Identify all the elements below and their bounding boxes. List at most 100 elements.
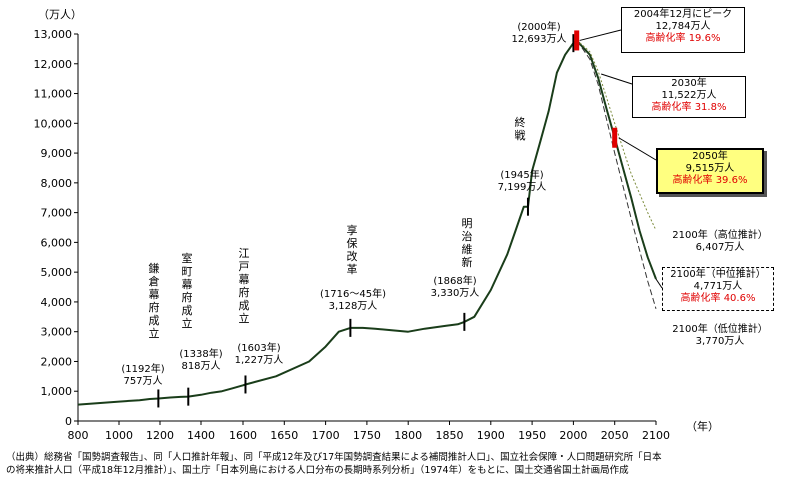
vertical-event-label: 室町幕府成立 (182, 251, 193, 330)
vertical-event-label-char: 立 (239, 311, 250, 325)
x-tick-label: 1750 (353, 429, 381, 442)
callout-leader-line (579, 29, 622, 41)
x-tick-label: 1900 (477, 429, 505, 442)
series-layer (77, 29, 663, 408)
vertical-event-label-char: 成 (182, 304, 193, 317)
label-war-value: 7,199万人 (497, 182, 547, 193)
callout-2050-line1: 2050年 (692, 151, 728, 162)
callout-2050: 2050年 9,515万人 高齢化率 39.6% (656, 148, 764, 194)
y-tick-label: 12,000 (34, 58, 73, 71)
vertical-event-label-char: 町 (182, 265, 193, 278)
vertical-event-label-char: 治 (462, 229, 473, 243)
vertical-event-label-char: 成 (149, 314, 160, 327)
y-tick-label: 13,000 (34, 28, 73, 41)
label-war-year: (1945年) (500, 170, 544, 181)
vertical-event-label-char: 鎌 (149, 261, 160, 275)
series-projection-low-line (576, 40, 657, 309)
source-note-line1: （出典）総務省「国勢調査報告」、同「人口推計年報」、同「平成12年及び17年国勢… (6, 452, 662, 463)
red-marker (574, 30, 580, 51)
y-tick-label: 2,000 (41, 355, 73, 368)
vertical-event-label-char: 保 (347, 236, 358, 250)
callout-2050-line3: 高齢化率 39.6% (672, 175, 748, 186)
callout-leader-line (618, 137, 657, 161)
x-tick-label: 2100 (642, 429, 670, 442)
vertical-event-label-char: 革 (347, 262, 358, 276)
label-kamakura: (1192年) 757万人 (108, 364, 178, 388)
label-muromachi-year: (1338年) (179, 349, 223, 360)
vertical-event-label: 江戸幕府成立 (239, 247, 250, 325)
population-chart: （万人） （年） 0 1,000 2,000 3,000 4,000 5,000 6,000… (34, 8, 720, 442)
y-tick-label: 0 (65, 415, 72, 428)
callout-low: 2100年（低位推計） 3,770万人 (664, 324, 776, 348)
y-tick-label: 4,000 (41, 296, 73, 309)
callout-high: 2100年（高位推計） 6,407万人 (664, 230, 776, 254)
callout-mid-line3: 高齢化率 40.6% (680, 293, 756, 304)
vertical-event-label-char: 幕 (239, 272, 250, 286)
x-axis-unit-label: （年） (686, 419, 719, 433)
vertical-event-label-char: 室 (182, 251, 193, 265)
series-projection-high-line (576, 40, 657, 231)
vertical-event-label-char: 戦 (515, 129, 526, 142)
y-tick-label: 6,000 (41, 236, 73, 249)
label-muromachi-value: 818万人 (181, 361, 221, 372)
y-tick-label: 5,000 (41, 266, 73, 279)
x-tick-label: 1650 (270, 429, 298, 442)
x-tick-label: 1400 (187, 429, 215, 442)
callout-mid: 2100年（中位推計） 4,771万人 高齢化率 40.6% (662, 267, 774, 311)
vertical-event-label-char: 成 (239, 299, 250, 312)
callout-peak-line3: 高齢化率 19.6% (645, 33, 721, 44)
axes: 0 1,000 2,000 3,000 4,000 5,000 6,000 7,000 8,00… (34, 28, 671, 442)
vertical-event-label: 終戦 (515, 115, 526, 142)
vertical-event-label: 享保改革 (347, 223, 358, 276)
vertical-event-label-char: 維 (462, 243, 473, 256)
label-kyoho: (1716～45年) 3,128万人 (312, 289, 394, 313)
red-marker (612, 127, 618, 148)
label-edo-year: (1603年) (237, 343, 281, 354)
callout-2050-line2: 9,515万人 (685, 163, 735, 174)
x-tick-label: 2000 (559, 429, 587, 442)
label-kamakura-year: (1192年) (121, 364, 165, 375)
label-2000: (2000年) 12,693万人 (502, 22, 576, 46)
label-2000-year: (2000年) (517, 22, 561, 33)
y-tick-label: 11,000 (34, 88, 73, 101)
vertical-event-label-char: 幕 (182, 277, 193, 291)
y-tick-label: 7,000 (41, 207, 73, 220)
vertical-event-label-char: 明 (462, 217, 473, 230)
x-tick-label: 1850 (436, 429, 464, 442)
callout-low-line2: 3,770万人 (695, 336, 745, 347)
callout-leader-line (655, 278, 663, 289)
callout-high-line2: 6,407万人 (695, 242, 745, 253)
source-note: （出典）総務省「国勢調査報告」、同「人口推計年報」、同「平成12年及び17年国勢… (6, 451, 792, 477)
callout-mid-line2: 4,771万人 (693, 281, 743, 292)
y-tick-label: 10,000 (34, 117, 73, 130)
callout-2030-line2: 11,522万人 (661, 90, 717, 101)
x-tick-label: 1950 (518, 429, 546, 442)
vertical-event-label-char: 府 (149, 300, 160, 314)
callout-low-line1: 2100年（低位推計） (672, 324, 768, 335)
callout-2030: 2030年 11,522万人 高齢化率 31.8% (632, 76, 746, 118)
callout-high-line1: 2100年（高位推計） (672, 230, 768, 241)
vertical-event-label-char: 戸 (239, 260, 250, 273)
vertical-event-label-char: 府 (239, 285, 250, 299)
label-war: (1945年) 7,199万人 (486, 170, 558, 194)
y-tick-label: 9,000 (41, 147, 73, 160)
label-kyoho-value: 3,128万人 (328, 301, 378, 312)
callout-mid-line1: 2100年（中位推計） (670, 269, 766, 280)
y-tick-label: 1,000 (41, 385, 73, 398)
label-kyoho-year: (1716～45年) (320, 289, 386, 300)
label-edo-value: 1,227万人 (234, 355, 284, 366)
series-historical-line (77, 39, 578, 406)
callout-peak: 2004年12月にピーク 12,784万人 高齢化率 19.6% (621, 7, 745, 53)
x-tick-label: 1200 (146, 429, 174, 442)
callout-2030-line1: 2030年 (671, 78, 707, 89)
x-tick-label: 1000 (105, 429, 133, 442)
vertical-event-label-char: 府 (182, 290, 193, 304)
source-note-line2: の将来推計人口（平成18年12月推計）」、国土庁「日本列島における人口分布の長期… (6, 465, 629, 476)
y-tick-label: 3,000 (41, 326, 73, 339)
vertical-event-label-char: 改 (347, 249, 358, 263)
vertical-event-label-char: 新 (462, 255, 473, 269)
x-tick-label: 1700 (312, 429, 340, 442)
label-muromachi: (1338年) 818万人 (166, 349, 236, 373)
y-tick-label: 8,000 (41, 177, 73, 190)
